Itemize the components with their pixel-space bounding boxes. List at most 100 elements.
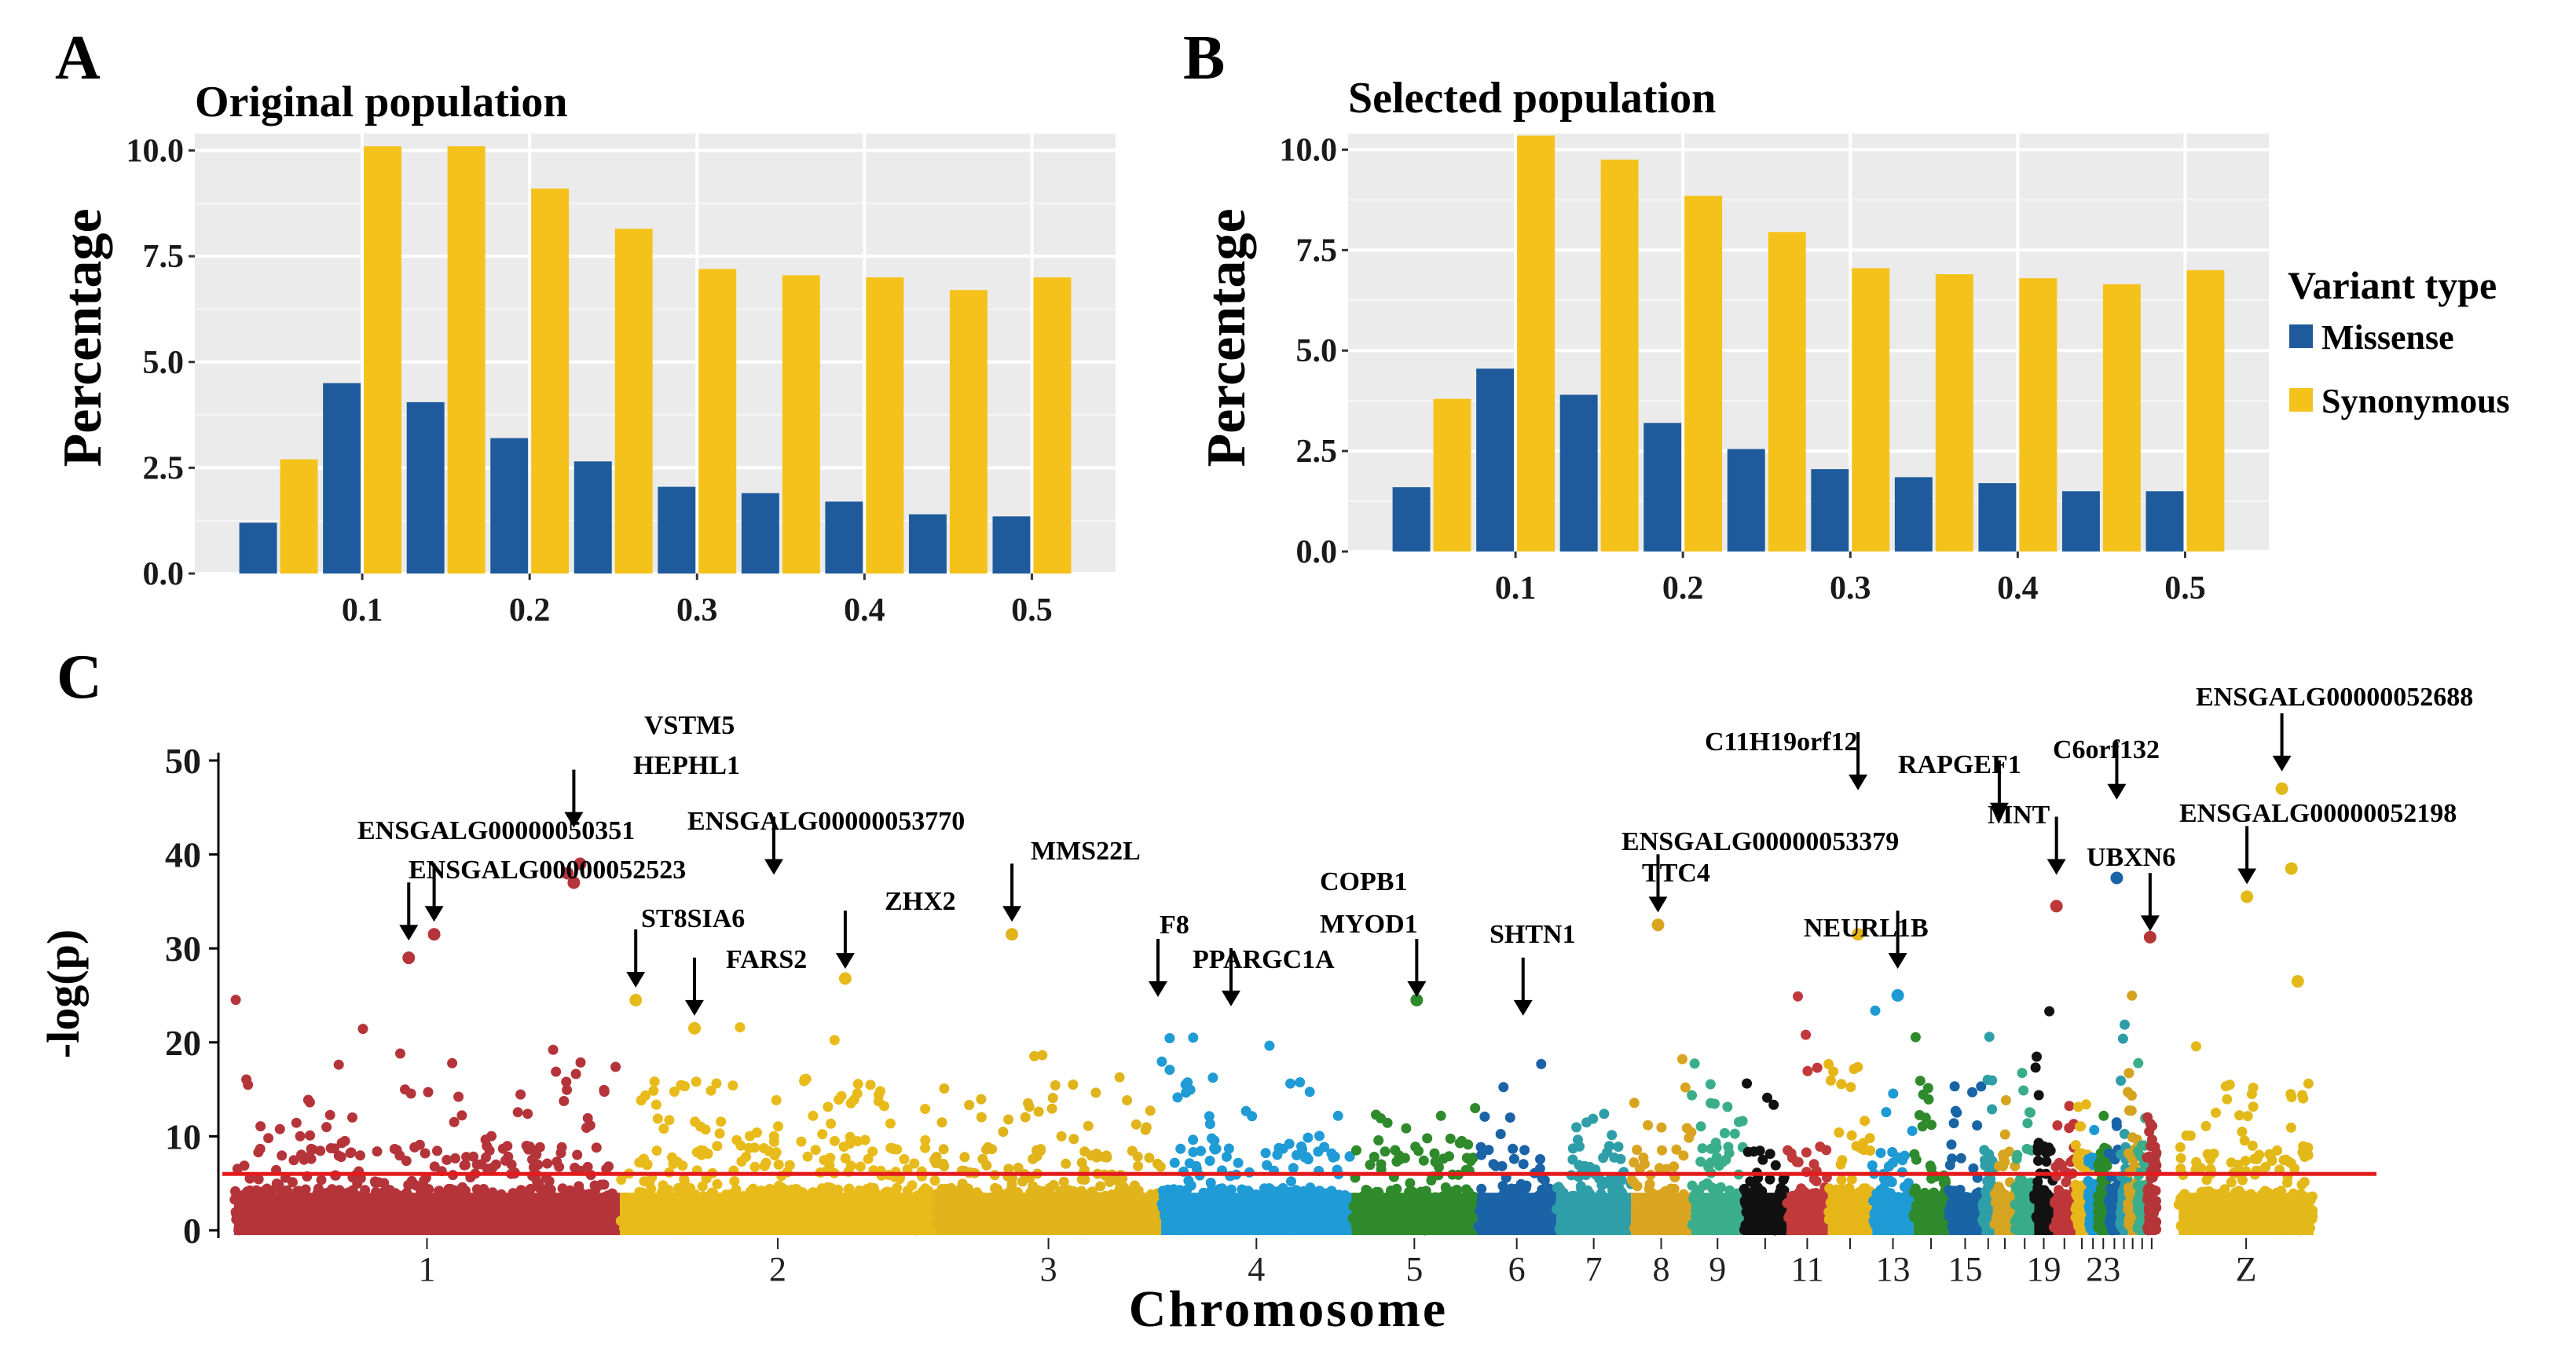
snp-point (1677, 1054, 1687, 1065)
snp-point (324, 1109, 335, 1120)
panel-b-bar-synonymous (1517, 135, 1555, 552)
snp-point (316, 1175, 327, 1186)
chromosome-tick-label: 15 (1948, 1250, 1982, 1288)
panel-b-title: Selected population (1348, 74, 1716, 123)
panel-a-plot: 0.0 2.5 5.0 7.5 10.0 0.1 0.2 0.3 0.4 0.5 (126, 134, 1116, 629)
snp-point (909, 1158, 920, 1169)
annotation-arrow-head (399, 925, 419, 941)
chromosome-10-points (1739, 1078, 1791, 1236)
snp-point (1498, 1082, 1509, 1093)
snp-point (255, 1121, 266, 1132)
panel-a-y-tick-label: 2.5 (143, 450, 185, 486)
snp-point (773, 1159, 784, 1170)
snp-point (1801, 1029, 1812, 1040)
snp-point (2233, 1160, 2244, 1171)
snp-point (1299, 1152, 1310, 1163)
panel-a-bar-synonymous (698, 269, 737, 574)
snp-point (1925, 1160, 1936, 1171)
snp-point (1028, 1181, 1039, 1192)
snp-point (599, 1084, 610, 1095)
snp-point (395, 1048, 405, 1059)
snp-point (2127, 1090, 2137, 1101)
snp-point (355, 1150, 365, 1161)
top-snp-point (687, 1021, 701, 1035)
chromosome-tick-label: 3 (1040, 1250, 1057, 1288)
top-snp-point (2050, 900, 2063, 913)
snp-point (976, 1094, 987, 1105)
snp-point (1812, 1062, 1823, 1073)
panel-b-bar-missense (1476, 368, 1515, 552)
snp-point (599, 1179, 610, 1190)
snp-point (771, 1094, 782, 1105)
snp-point (1922, 1083, 1933, 1094)
snp-point (735, 1022, 746, 1033)
snp-point (1629, 1157, 1640, 1168)
snp-point (572, 1149, 583, 1160)
snp-point (808, 1110, 819, 1121)
snp-point (679, 1175, 690, 1186)
annotation-arrow-head (1002, 906, 1022, 922)
snp-point (1657, 1145, 1667, 1156)
chromosome-tick-label: 23 (2086, 1250, 2120, 1288)
snp-point (1750, 1181, 1761, 1192)
snp-point (938, 1144, 949, 1155)
chromosome-tick-label: 1 (419, 1250, 436, 1288)
gene-label: ENSGALG00000052523 (409, 856, 686, 885)
snp-point (1061, 1158, 1072, 1169)
top-snp-point (1006, 928, 1019, 941)
snp-point (2033, 1090, 2044, 1101)
gene-label: ENSGALG00000052198 (2179, 799, 2457, 828)
snp-point (1169, 1157, 1180, 1168)
snp-band (1913, 1193, 1949, 1235)
snp-point (1285, 1078, 1295, 1089)
snp-point (1037, 1050, 1048, 1061)
snp-point (1156, 1056, 1167, 1067)
chromosome-tick-label: 11 (1790, 1250, 1823, 1288)
snp-point (1729, 1128, 1740, 1139)
snp-point (745, 1131, 755, 1142)
snp-point (1515, 1182, 1526, 1193)
snp-point (1233, 1157, 1244, 1168)
snp-point (2093, 1160, 2104, 1171)
snp-point (1264, 1040, 1275, 1051)
snp-point (784, 1160, 795, 1171)
chromosome-tick-label: 4 (1248, 1250, 1265, 1288)
panel-a-bar-missense (323, 383, 361, 574)
snp-point (1465, 1156, 1476, 1167)
snp-point (1519, 1145, 1530, 1156)
snp-point (885, 1118, 896, 1129)
snp-point (888, 1144, 899, 1155)
panel-b: B Selected population Percentage 0.0 2.5 5… (1183, 24, 2269, 607)
snp-point (1399, 1153, 1410, 1164)
panel-a-bar-missense (992, 516, 1031, 574)
snp-point (610, 1061, 621, 1072)
y-tick-label: 50 (165, 741, 201, 781)
snp-point (810, 1145, 821, 1156)
panel-b-bar-missense (1978, 483, 2017, 552)
snp-point (2191, 1156, 2202, 1167)
snp-point (1710, 1138, 1721, 1148)
legend-label-synonymous: Synonymous (2321, 382, 2510, 420)
snp-point (1599, 1109, 1610, 1120)
snp-point (929, 1175, 940, 1186)
snp-point (1768, 1099, 1779, 1110)
legend-swatch-missense (2289, 324, 2313, 348)
snp-point (453, 1091, 464, 1102)
snp-point (1122, 1095, 1133, 1105)
snp-point (959, 1152, 970, 1163)
snp-point (1609, 1152, 1620, 1163)
snp-point (712, 1178, 723, 1189)
snp-point (705, 1085, 716, 1096)
snp-point (410, 1180, 421, 1191)
snp-point (486, 1131, 497, 1142)
snp-point (773, 1121, 783, 1132)
snp-point (1955, 1153, 1966, 1164)
snp-point (829, 1135, 840, 1146)
snp-point (1888, 1088, 1899, 1099)
snp-point (1860, 1116, 1871, 1127)
snp-point (956, 1183, 967, 1194)
snp-point (1709, 1098, 1720, 1109)
snp-point (1003, 1164, 1014, 1175)
snp-point (394, 1150, 405, 1161)
snp-point (296, 1149, 306, 1160)
